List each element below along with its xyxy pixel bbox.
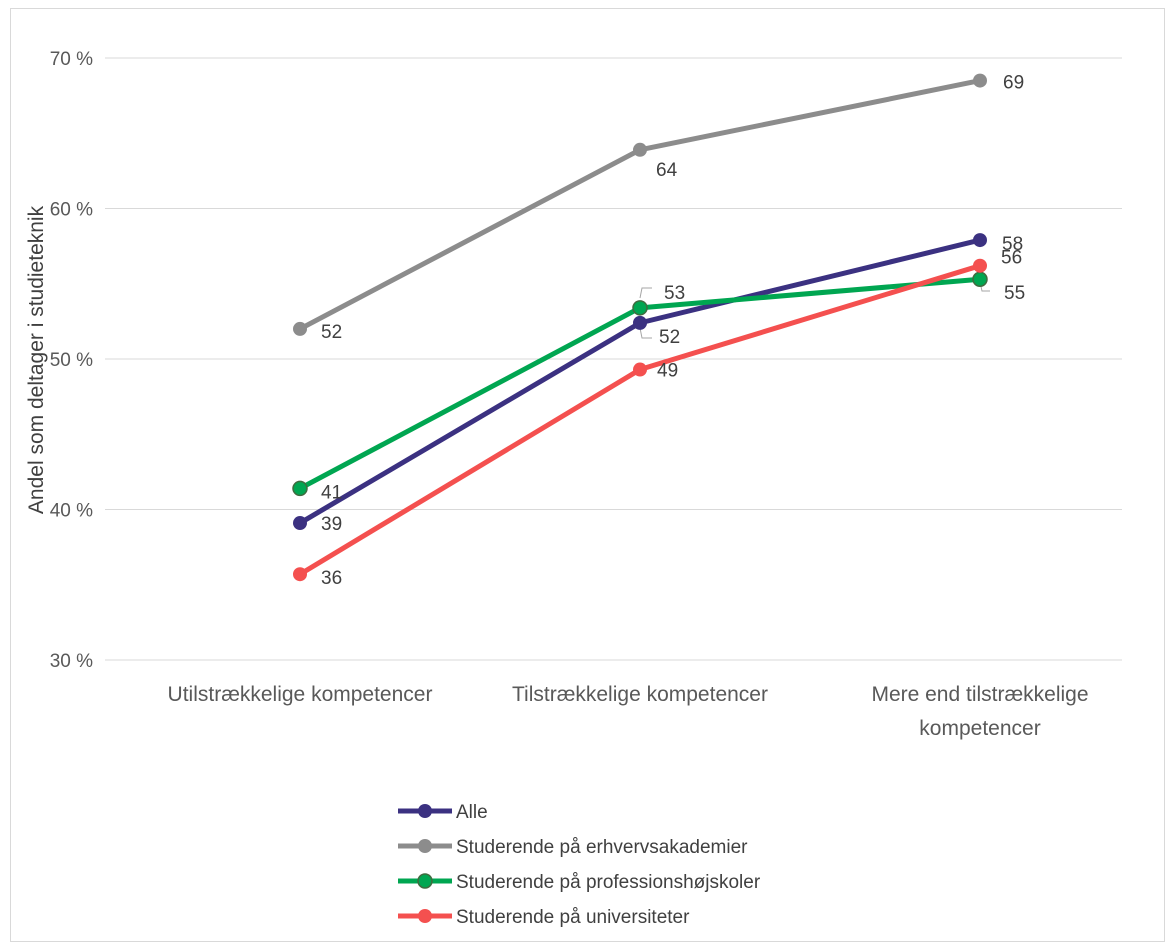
chart-frame [10,8,1165,942]
data-point [973,73,987,88]
leader-line [639,327,652,339]
y-tick-label: 40 % [50,501,93,522]
data-label: 49 [657,361,678,382]
data-point [973,233,987,248]
y-tick-label: 60 % [50,200,93,221]
data-label: 36 [321,568,342,589]
data-label: 64 [656,160,678,181]
legend-label: Alle [456,802,488,823]
data-label: 39 [321,514,342,535]
legend-marker [418,909,432,923]
legend-marker [417,873,433,889]
data-point [293,321,307,336]
data-point [293,516,307,531]
data-label: 53 [664,283,685,304]
data-label: 58 [1002,234,1023,255]
data-point [293,567,307,582]
data-label: 52 [321,322,342,343]
data-label: 41 [321,482,342,503]
series-line [297,237,983,526]
series-line [297,78,983,332]
data-point [633,315,647,330]
x-tick-label: Tilstrækkelige kompetencer [512,683,768,706]
data-point [632,300,648,316]
legend-label: Studerende på professionshøjskoler [456,872,761,893]
legend-label: Studerende på universiteter [456,907,690,928]
data-point [973,258,987,273]
data-point [633,362,647,377]
data-label: 69 [1003,73,1024,94]
legend-marker [418,804,432,818]
legend-label: Studerende på erhvervsakademier [456,837,748,858]
y-tick-label: 50 % [50,350,93,371]
y-tick-label: 30 % [50,651,93,672]
x-tick-label: kompetencer [919,717,1040,740]
legend-marker [418,839,432,853]
leader-line [639,287,652,299]
data-label: 56 [1001,248,1022,269]
y-axis-label: Andel som deltager i studieteknik [25,205,48,514]
x-tick-label: Mere end tilstrækkelige [871,683,1088,706]
data-point [633,142,647,157]
data-point [972,271,988,287]
x-tick-label: Utilstrækkelige kompetencer [168,683,433,706]
y-tick-label: 70 % [50,49,93,70]
data-point [292,480,308,497]
data-label: 55 [1004,283,1025,304]
data-label: 52 [659,327,680,348]
